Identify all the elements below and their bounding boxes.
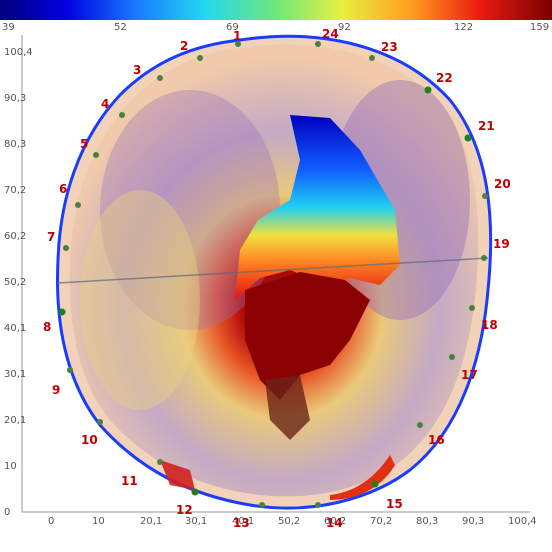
colorbar-tick: 159	[530, 22, 550, 33]
sensor-dot	[315, 502, 321, 508]
x-axis-ticks: 0 10 20,1 30,1 40,1 50,2 60,2 70,2 80,3 …	[48, 516, 537, 527]
sensor-label: 21	[478, 119, 495, 133]
sensor-label: 2	[180, 39, 188, 53]
sensor-dot	[369, 55, 375, 61]
sensor-dot	[67, 367, 73, 373]
sensor-dot	[119, 112, 125, 118]
y-tick-label: 20,1	[4, 415, 26, 426]
y-tick-label: 0	[4, 507, 10, 518]
sensor-label: 12	[176, 503, 193, 517]
sensor-dot	[157, 459, 163, 465]
sensor-label: 24	[322, 27, 339, 41]
colorbar-tick: 39	[2, 22, 15, 33]
sensor-label: 11	[121, 474, 138, 488]
sensor-dot	[235, 41, 241, 47]
sensor-dot	[58, 308, 66, 316]
sensor-label: 19	[493, 237, 510, 251]
y-tick-label: 90,3	[4, 93, 26, 104]
sensor-dot	[482, 193, 488, 199]
x-tick-label: 20,1	[140, 516, 162, 527]
x-tick-label: 10	[92, 516, 105, 527]
colorbar-tick: 52	[114, 22, 127, 33]
sensor-dot	[464, 134, 472, 142]
x-tick-label: 90,3	[462, 516, 484, 527]
sensor-dot	[469, 305, 475, 311]
warm-zone-left	[80, 190, 200, 410]
y-tick-label: 50,2	[4, 277, 26, 288]
y-tick-label: 40,1	[4, 323, 26, 334]
sensor-dot	[371, 480, 379, 488]
sensor-label: 7	[47, 230, 55, 244]
bottom-left-hot-edge	[160, 460, 195, 490]
sensor-dot	[259, 502, 265, 508]
sensor-label: 8	[43, 320, 51, 334]
sensor-dot	[417, 422, 423, 428]
sensor-dot	[93, 152, 99, 158]
color-scale-bar	[0, 0, 552, 20]
gradient-band	[235, 115, 400, 300]
sensor-label: 9	[52, 383, 60, 397]
y-tick-label: 100,4	[4, 47, 33, 58]
colorbar-tick: 69	[226, 22, 239, 33]
section-line	[57, 257, 489, 284]
sensor-label: 13	[233, 516, 250, 530]
y-axis-ticks: 100,4 90,3 80,3 70,2 60,2 50,2 40,1 30,1…	[4, 47, 33, 518]
sensor-dot	[449, 354, 455, 360]
sensor-label: 3	[133, 63, 141, 77]
sensor-label: 20	[494, 177, 511, 191]
sensor-dot	[197, 55, 203, 61]
sensor-label: 14	[326, 516, 343, 530]
y-tick-label: 70,2	[4, 185, 26, 196]
sensor-dot	[63, 245, 69, 251]
sensor-points	[58, 41, 488, 508]
cool-zone-left	[100, 90, 280, 330]
sensor-labels: 1 2 3 4 5 6 7 8 9 10 11 12 13 14 15 16 1…	[43, 27, 511, 530]
y-tick-label: 30,1	[4, 369, 26, 380]
sensor-label: 6	[59, 182, 67, 196]
colorbar-tick: 92	[338, 22, 351, 33]
sensor-label: 17	[461, 368, 478, 382]
x-tick-label: 40,1	[232, 516, 254, 527]
sensor-label: 15	[386, 497, 403, 511]
x-tick-label: 30,1	[185, 516, 207, 527]
sensor-label: 1	[233, 29, 241, 43]
bottom-hot-edge	[330, 455, 395, 500]
y-tick-label: 10	[4, 461, 17, 472]
sensor-label: 16	[428, 433, 445, 447]
x-tick-label: 80,3	[416, 516, 438, 527]
sensor-label: 4	[101, 97, 109, 111]
x-tick-label: 70,2	[370, 516, 392, 527]
color-scale-ticks: 39 52 69 92 122 159	[0, 20, 552, 36]
sensor-dot	[315, 41, 321, 47]
sensor-dot	[97, 419, 103, 425]
sensor-label: 10	[81, 433, 98, 447]
y-tick-label: 80,3	[4, 139, 26, 150]
x-tick-label: 0	[48, 516, 54, 527]
x-tick-label: 100,4	[508, 516, 537, 527]
sensor-label: 23	[381, 40, 398, 54]
hot-core	[245, 272, 370, 400]
sensor-dot	[157, 75, 163, 81]
sensor-dot	[424, 86, 432, 94]
y-tick-label: 60,2	[4, 231, 26, 242]
sensor-dot	[481, 255, 487, 261]
sensor-label: 5	[80, 137, 88, 151]
hot-core-lower	[265, 375, 310, 440]
x-tick-label: 50,2	[278, 516, 300, 527]
sensor-label: 22	[436, 71, 453, 85]
sensor-dot	[75, 202, 81, 208]
colorbar-tick: 122	[454, 22, 474, 33]
x-tick-label: 60,2	[324, 516, 346, 527]
sensor-label: 18	[481, 318, 498, 332]
sensor-dot	[191, 488, 199, 496]
